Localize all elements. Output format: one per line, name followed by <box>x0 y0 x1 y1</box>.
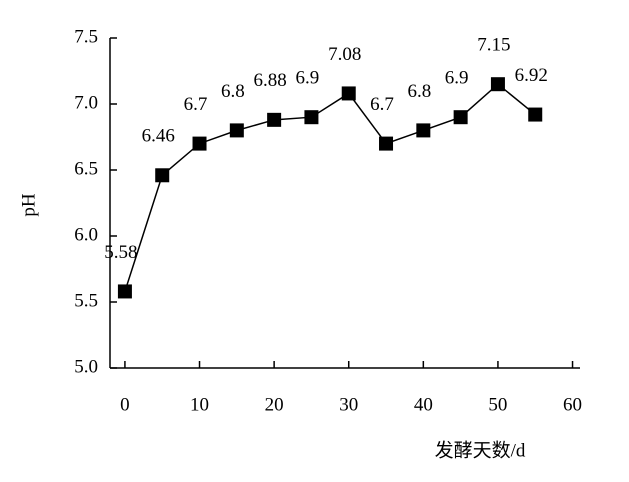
data-label: 6.8 <box>407 81 431 102</box>
x-axis-label: 发酵天数/d <box>435 439 526 461</box>
x-tick-label: 30 <box>339 394 358 415</box>
x-tick-label: 60 <box>563 394 582 415</box>
data-label: 6.88 <box>254 70 287 91</box>
data-label: 6.8 <box>221 81 245 102</box>
x-tick-label: 40 <box>414 394 433 415</box>
marker <box>453 110 468 125</box>
marker <box>341 86 356 101</box>
data-label: 6.9 <box>445 68 469 89</box>
marker <box>416 123 431 138</box>
y-tick-label: 6.5 <box>74 158 98 179</box>
x-tick-label: 50 <box>488 394 507 415</box>
data-label: 6.92 <box>515 65 548 86</box>
marker <box>490 77 505 92</box>
data-label: 6.46 <box>142 126 175 147</box>
y-tick-label: 6.0 <box>74 224 98 245</box>
y-tick-label: 5.5 <box>74 290 98 311</box>
marker <box>379 136 394 151</box>
line <box>124 83 536 292</box>
x-tick-label: 0 <box>120 394 130 415</box>
marker <box>155 168 170 183</box>
marker <box>192 136 207 151</box>
data-label: 5.58 <box>104 242 137 263</box>
data-label: 7.08 <box>328 44 361 65</box>
y-tick-label: 7.5 <box>74 26 98 47</box>
data-label: 7.15 <box>477 35 510 56</box>
marker <box>117 284 132 299</box>
marker <box>229 123 244 138</box>
y-tick-label: 5.0 <box>74 356 98 377</box>
y-tick-label: 7.0 <box>74 92 98 113</box>
x-tick-label: 10 <box>190 394 209 415</box>
marker <box>267 112 282 127</box>
data-label: 6.7 <box>184 94 208 115</box>
x-tick-label: 20 <box>265 394 284 415</box>
y-axis-label: pH <box>18 193 39 217</box>
marker <box>528 107 543 122</box>
marker <box>304 110 319 125</box>
data-label: 6.7 <box>370 94 394 115</box>
data-label: 6.9 <box>296 68 320 89</box>
